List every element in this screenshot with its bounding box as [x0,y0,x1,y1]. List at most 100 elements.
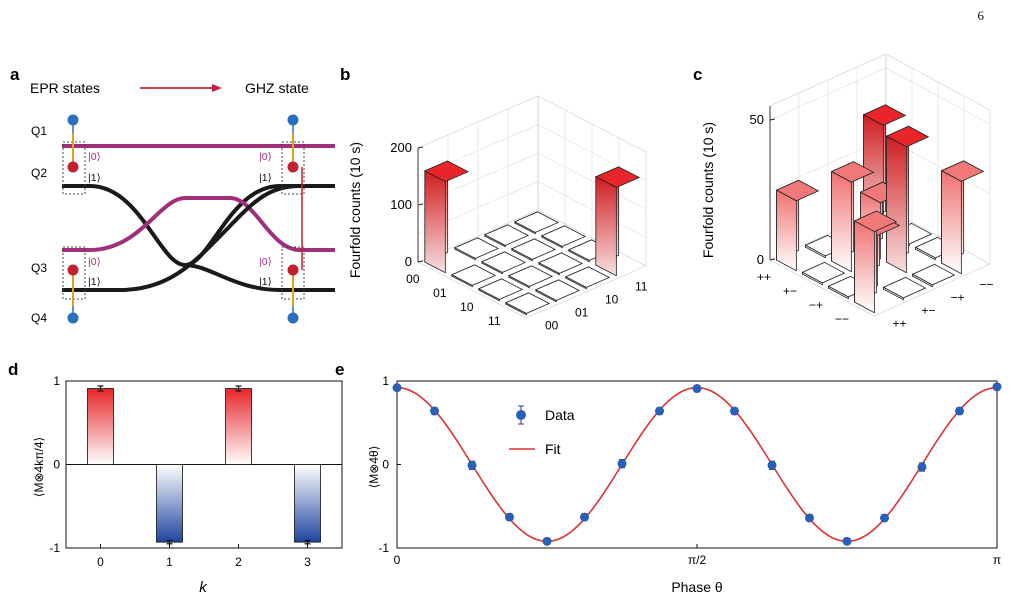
marker [655,406,664,416]
bar3d-00-10 [483,224,530,248]
x-tick-label: +− [783,284,797,298]
z-tick [417,146,424,149]
bar3d-−−-−− [940,160,985,275]
marker [767,460,777,470]
bar3d-00-11 [513,211,560,235]
data-point [805,513,814,523]
marker [392,383,402,393]
bar-face [831,170,852,273]
x-tick-label: 11 [488,314,501,328]
marker [580,512,589,522]
data-point [392,383,402,393]
bar-top [862,104,907,126]
data-point [430,406,439,416]
qubit-dot-q2-right [287,161,299,173]
x-tick-label: 00 [406,272,420,286]
page-number: 6 [977,8,985,23]
z-tick [769,258,776,261]
legend-label-fit: Fit [545,441,561,457]
bar-face [595,176,617,277]
qubit-label-q1: Q1 [31,124,47,138]
epr-pair-left-top [62,114,86,195]
data-point [655,406,664,416]
bar3d-11-00 [504,292,551,316]
zlabel-b: Fourfold counts (10 s) [347,142,363,278]
bar-top [537,252,584,274]
data-point [692,384,702,394]
bar-top [885,125,930,148]
bar-top [483,224,530,246]
data-point [505,512,514,522]
x-tick-label: 10 [460,300,474,314]
bar-top [940,160,985,182]
panel-label-e: e [335,360,344,379]
qubit-label-q4: Q4 [31,311,47,325]
marker [467,460,477,470]
bar3d-+−-++ [801,261,846,286]
x-tick-label: 0 [394,553,401,567]
panel-a: a EPR states GHZ state Q1 Q2 Q3 Q4 [10,65,335,325]
data-point [992,382,1002,392]
bar-top [450,264,497,286]
x-tick-label: 1 [166,555,173,569]
bar-top [504,292,551,314]
x-tick-label: 01 [433,286,447,300]
bar-face [886,135,907,274]
gridline [417,95,647,153]
marker [880,513,889,523]
x-tick-label: −− [835,312,849,326]
y-tick-label: -1 [378,541,389,555]
panel-label-c: c [693,65,702,84]
bar3d-01-10 [510,238,557,262]
y-tick-label: 1 [382,374,389,388]
data-point [617,458,627,469]
marker [505,512,514,522]
bar-top [453,237,500,259]
plot-e: -1 0 1 0 π/2 π Data Fit [378,374,1002,567]
bar-top [534,279,581,301]
bar3d-01-11 [540,225,587,249]
bar3d-01-01 [480,251,527,275]
bar-1 [156,464,183,543]
data-point [842,536,852,546]
bar-top [477,278,524,300]
bar-top [423,160,470,183]
z-tick [769,118,776,121]
bar-face [941,170,962,275]
marker [617,459,627,469]
gridline [769,67,991,125]
x-tick-label: −+ [809,298,823,312]
legend-marker-data [516,410,526,420]
qubit-dot-q1-right [287,114,299,126]
bar3d-00-01 [453,237,500,261]
bars-c [775,104,985,314]
z-tick [417,203,424,206]
y-tick-label: -1 [49,541,60,555]
qubit-dot-q4-right [287,312,299,324]
y-tick-label: 0 [53,458,60,472]
bar-top [801,261,846,284]
qubit-label-q3: Q3 [31,261,47,275]
legend: Data Fit [509,405,575,457]
xlabel-e: Phase θ [671,579,723,595]
x-tick-label: π/2 [688,553,707,567]
ket0-label: |0⟩ [88,256,101,268]
legend-label-data: Data [545,407,575,423]
x-tick-label: ++ [757,270,771,284]
data-point [580,512,589,522]
xlabel-d: k [199,579,208,596]
qubit-dot-q1-left [67,114,79,126]
z-tick-label: 50 [750,112,764,127]
path-q3-upper [62,196,335,252]
bar3d-−−-++ [853,210,898,314]
z-tick-label: 0 [405,254,412,269]
bar3d-01-00 [450,264,497,288]
bar3d-10-01 [507,265,554,289]
ket-labels: |0⟩ |1⟩ |0⟩ |1⟩ |0⟩ |1⟩ |0⟩ |1⟩ [88,151,272,288]
bar3d-11-01 [534,279,581,303]
ylabel-e: ⟨M⊗4θ⟩ [367,446,381,489]
qubit-dot-q2-left [67,161,79,173]
panel-label-b: b [340,65,350,84]
y-tick-label: −− [980,278,994,292]
